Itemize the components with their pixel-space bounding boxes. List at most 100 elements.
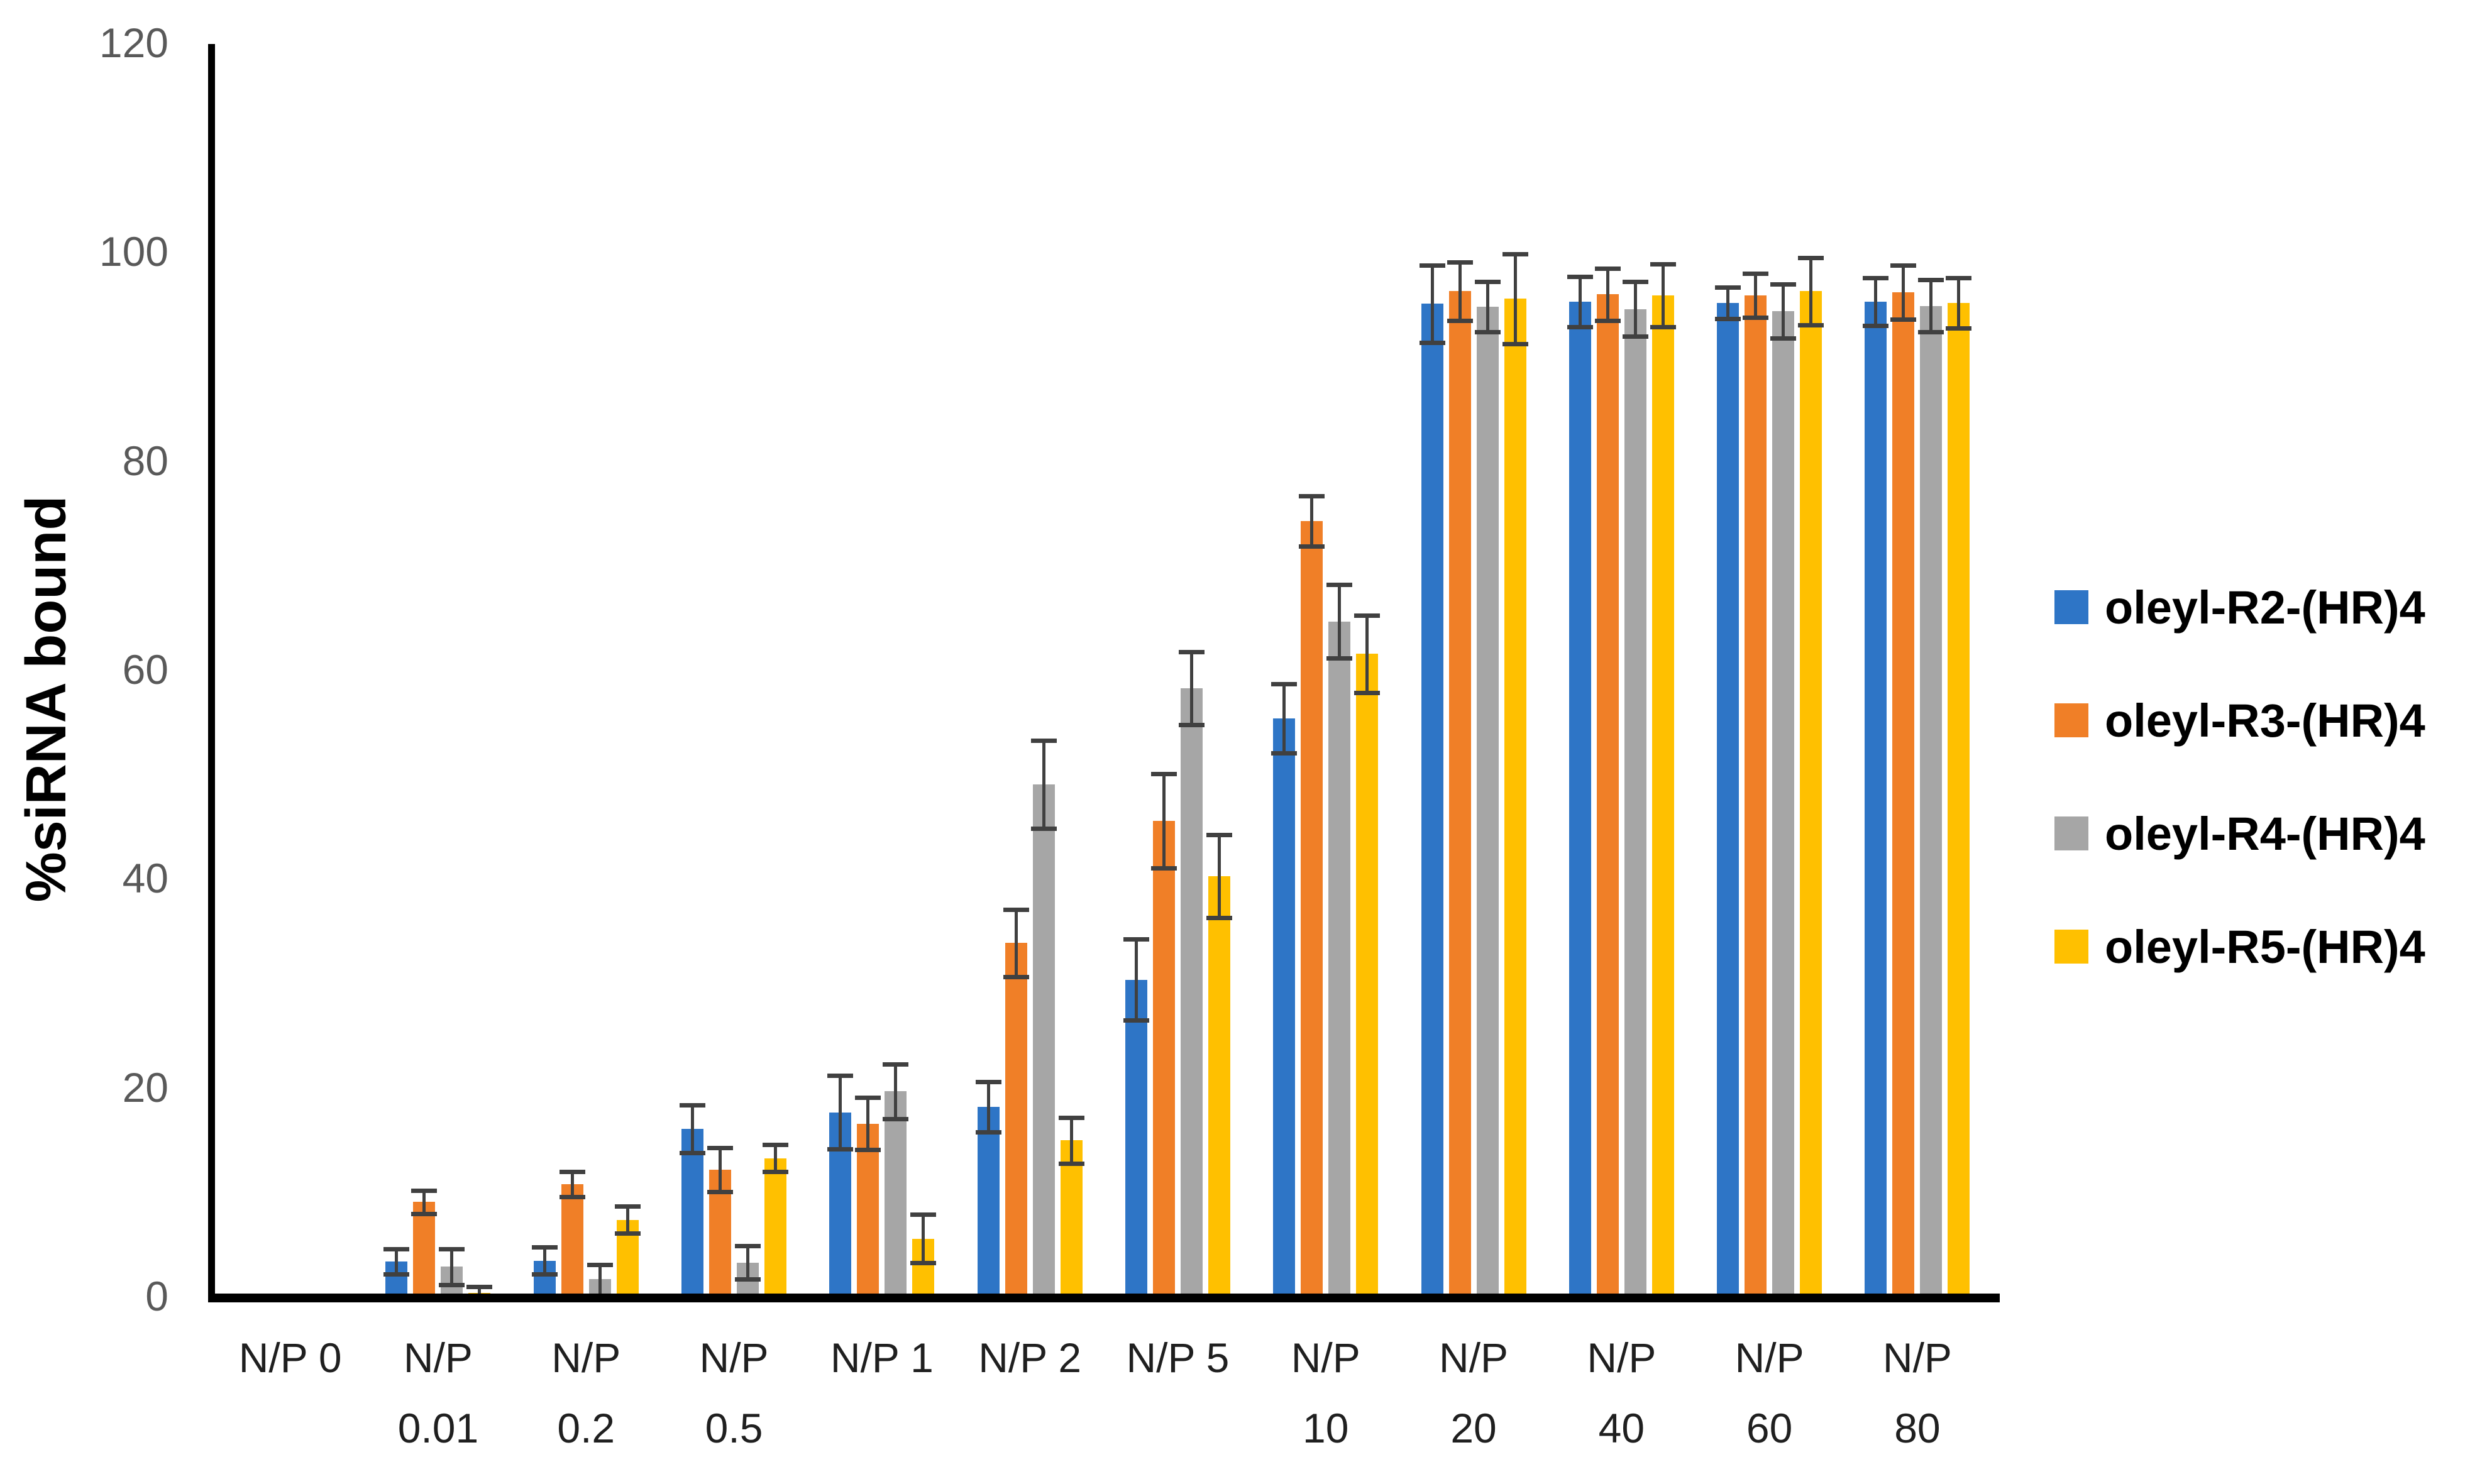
bar-oleyl-R3-(HR)4-N/P 5 [1152,820,1175,1294]
legend-label: oleyl-R3-(HR)4 [2105,694,2425,747]
legend-swatch-icon [2054,930,2088,964]
x-axis-label-N/P 2: N/P 2 [954,1322,1105,1393]
x-axis-label-N/P 40: N/P 40 [1546,1322,1697,1463]
x-axis-label-N/P 0.01: N/P 0.01 [363,1322,514,1463]
error-bar-cap-top [1299,494,1325,499]
x-axis-label-line2: 0.01 [397,1405,479,1451]
error-bar-line [1365,615,1369,693]
error-bar-line [422,1190,426,1214]
bar-oleyl-R3-(HR)4-N/P 0.01 [413,1202,436,1294]
error-bar-cap-bottom [1271,750,1298,756]
error-bar-cap-bottom [910,1260,937,1265]
bar-oleyl-R3-(HR)4-N/P 60 [1745,295,1767,1294]
x-axis-label-line1: N/P 1 [830,1334,934,1381]
bar-oleyl-R5-(HR)4-N/P 80 [1948,302,1970,1294]
bar-oleyl-R2-(HR)4-N/P 20 [1421,304,1443,1294]
legend-item-oleyl-R2-(HR)4: oleyl-R2-(HR)4 [2054,581,2425,634]
legend-item-oleyl-R5-(HR)4: oleyl-R5-(HR)4 [2054,920,2425,973]
bar-oleyl-R3-(HR)4-N/P 20 [1448,291,1471,1294]
error-bar-cap-top [1058,1115,1084,1120]
error-bar-line [1134,938,1138,1021]
legend-item-oleyl-R3-(HR)4: oleyl-R3-(HR)4 [2054,694,2425,747]
error-bar-cap-top [1474,280,1501,285]
y-axis-title: %siRNA bound [15,495,78,903]
x-axis-label-line1: N/P [1734,1334,1804,1381]
x-axis-label-N/P 60: N/P 60 [1694,1322,1845,1463]
error-bar-cap-bottom [1003,974,1029,979]
error-bar-cap-top [1946,275,1972,280]
x-axis-label-N/P 0.2: N/P 0.2 [510,1322,661,1463]
error-bar-cap-bottom [531,1272,558,1277]
error-bar-cap-bottom [735,1277,761,1282]
error-bar-line [1606,268,1609,321]
x-axis-label-line1: N/P [699,1334,769,1381]
error-bar-cap-bottom [1474,330,1501,335]
y-tick-label: 40 [122,855,168,902]
error-bar-cap-top [680,1102,706,1108]
bar-oleyl-R4-(HR)4-N/P 5 [1180,688,1203,1294]
error-bar-cap-bottom [1447,318,1473,323]
error-bar-line [1338,585,1342,658]
x-axis-label-line1: N/P 0 [238,1334,342,1381]
y-tick-label: 120 [99,19,168,66]
error-bar-line [894,1064,898,1119]
x-axis-label-line1: N/P [551,1334,621,1381]
bar-oleyl-R5-(HR)4-N/P 2 [1060,1140,1083,1294]
error-bar-cap-top [1150,772,1177,777]
x-axis-label-line1: N/P 5 [1126,1334,1230,1381]
error-bar-cap-top [1502,251,1528,256]
bar-oleyl-R4-(HR)4-N/P 10 [1328,621,1351,1294]
y-tick-label: 80 [122,437,168,484]
error-bar-cap-top [383,1247,410,1252]
bar-oleyl-R5-(HR)4-N/P 60 [1800,291,1822,1294]
error-bar-cap-bottom [1419,340,1445,345]
bar-oleyl-R5-(HR)4-N/P 0.5 [764,1158,787,1294]
error-bar-cap-bottom [975,1130,1001,1135]
error-bar-cap-top [1743,272,1769,277]
error-bar-line [1754,273,1758,317]
error-bar-cap-bottom [411,1211,438,1216]
bar-oleyl-R5-(HR)4-N/P 20 [1504,299,1526,1294]
x-axis-label-N/P 1: N/P 1 [807,1322,957,1393]
x-axis-label-line1: N/P [403,1334,473,1381]
bar-oleyl-R2-(HR)4-N/P 40 [1569,302,1591,1294]
legend-item-oleyl-R4-(HR)4: oleyl-R4-(HR)4 [2054,807,2425,860]
error-bar-cap-bottom [883,1116,909,1121]
x-axis-label-line2: 40 [1598,1405,1645,1451]
x-axis-label-line1: N/P [1291,1334,1360,1381]
error-bar-line [774,1145,778,1172]
legend-label: oleyl-R2-(HR)4 [2105,581,2425,634]
error-bar-cap-top [1178,649,1205,654]
x-axis-label-line2: 80 [1894,1405,1941,1451]
error-bar-line [1282,684,1286,753]
error-bar-line [1661,264,1665,327]
error-bar-line [395,1249,399,1275]
legend-swatch-icon [2054,590,2088,624]
bar-oleyl-R4-(HR)4-N/P 2 [1032,784,1055,1294]
error-bar-line [1430,265,1434,343]
error-bar-line [719,1148,722,1192]
bar-oleyl-R4-(HR)4-N/P 60 [1772,311,1795,1294]
error-bar-line [1486,282,1489,333]
error-bar-line [598,1265,602,1294]
error-bar-cap-top [1206,832,1232,837]
error-bar-cap-top [1326,583,1353,588]
error-bar-cap-top [910,1212,937,1217]
error-bar-cap-top [1770,282,1797,287]
error-bar-cap-bottom [1502,341,1528,346]
legend-swatch-icon [2054,703,2088,737]
error-bar-cap-bottom [1650,324,1676,329]
bar-oleyl-R3-(HR)4-N/P 2 [1005,943,1027,1294]
x-axis-label-N/P 80: N/P 80 [1842,1322,1993,1463]
error-bar-cap-top [735,1244,761,1249]
error-bar-line [746,1246,750,1280]
error-bar-cap-bottom [559,1195,585,1200]
error-bar-line [922,1214,925,1263]
error-bar-cap-top [587,1263,613,1268]
x-axis-label-line2: 60 [1746,1405,1793,1451]
legend-label: oleyl-R4-(HR)4 [2105,807,2425,860]
bar-oleyl-R3-(HR)4-N/P 0.2 [561,1184,583,1294]
error-bar-cap-bottom [1798,322,1824,327]
x-axis-label-line2: 0.5 [705,1405,763,1451]
error-bar-cap-bottom [1715,316,1741,321]
